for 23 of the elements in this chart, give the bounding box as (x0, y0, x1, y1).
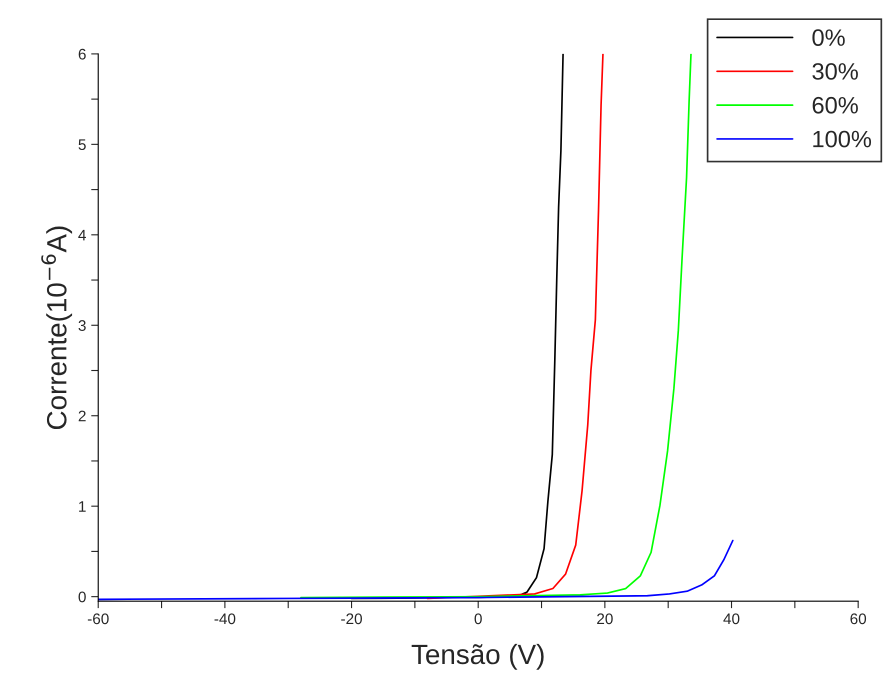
y-tick-label: 5 (78, 139, 86, 150)
legend-label: 30% (812, 63, 858, 80)
x-tick-label: -40 (214, 613, 236, 624)
x-axis-title: Tensão (V) (412, 644, 544, 670)
y-tick-label: 6 (78, 48, 86, 60)
y-tick-label: 4 (78, 230, 86, 240)
y-tick-label: 1 (79, 501, 86, 512)
x-tick-label: -60 (88, 613, 109, 624)
legend-label: 0% (812, 29, 845, 46)
x-tick-label: 60 (850, 613, 866, 624)
line-series (300, 54, 692, 598)
line-series (98, 540, 734, 600)
legend-label: 60% (812, 96, 858, 114)
x-tick-label: 0 (474, 613, 482, 624)
y-tick-label: 2 (78, 410, 86, 422)
x-tick-label: 20 (597, 613, 613, 624)
legend-label: 100% (813, 130, 872, 148)
y-axis-title: Corrente(10$^{−6}$A) (41, 226, 72, 430)
y-tick-label: 0 (78, 592, 86, 602)
y-tick-label: 3 (78, 320, 86, 331)
x-tick-label: -20 (341, 613, 362, 624)
x-tick-label: 40 (723, 613, 740, 624)
line-series (426, 54, 604, 600)
